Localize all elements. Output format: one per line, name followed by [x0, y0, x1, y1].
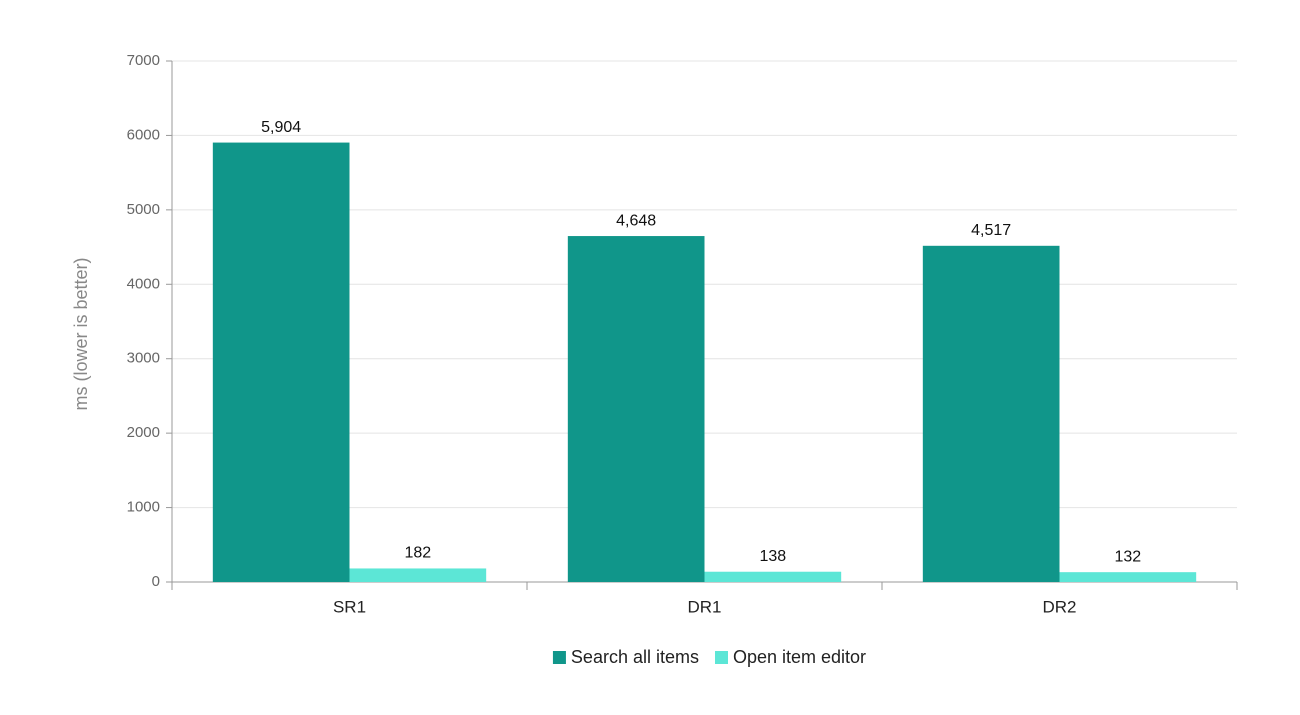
y-axis-label: ms (lower is better) — [71, 257, 91, 410]
value-label: 132 — [1114, 548, 1141, 565]
bar — [567, 236, 705, 582]
bar — [704, 571, 842, 582]
y-tick-label: 6000 — [127, 126, 160, 143]
bar — [349, 568, 487, 582]
y-tick-label: 0 — [152, 573, 160, 590]
value-label: 138 — [759, 548, 786, 565]
bar — [922, 245, 1060, 582]
y-tick-label: 4000 — [127, 275, 160, 292]
y-tick-label: 1000 — [127, 499, 160, 516]
legend-label: Search all items — [571, 647, 699, 667]
bar — [212, 142, 350, 582]
x-tick-label: DR2 — [1042, 597, 1076, 616]
y-tick-label: 7000 — [127, 52, 160, 69]
value-label: 5,904 — [261, 119, 301, 136]
x-tick-label: DR1 — [687, 597, 721, 616]
legend-label: Open item editor — [733, 647, 866, 667]
value-label: 182 — [404, 545, 431, 562]
y-tick-label: 3000 — [127, 350, 160, 367]
value-label: 4,517 — [971, 222, 1011, 239]
y-tick-label: 5000 — [127, 201, 160, 218]
x-tick-label: SR1 — [333, 597, 366, 616]
y-tick-label: 2000 — [127, 424, 160, 441]
legend-swatch — [714, 651, 728, 664]
bar — [1059, 572, 1197, 582]
value-label: 4,648 — [616, 212, 656, 229]
legend-swatch — [552, 651, 566, 664]
